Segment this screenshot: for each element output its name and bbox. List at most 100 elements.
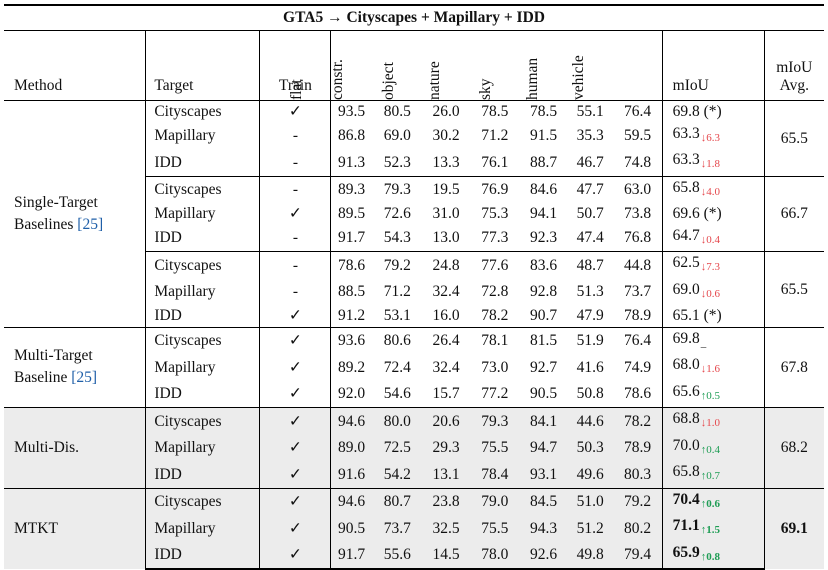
value-cell: 69.0: [383, 127, 411, 144]
target-cell: Cityscapes: [145, 326, 260, 354]
table-row: Mapillary ✓ 89.0 72.5 29.3 75.5 94.7 50.3 78.9 70…: [4, 434, 824, 461]
train-cell: ✓: [259, 541, 331, 570]
train-cell: ✓: [259, 461, 331, 488]
value-cell: 91.5: [530, 127, 558, 144]
train-cell: ✓: [259, 434, 331, 461]
miou-value: 71.1: [672, 517, 700, 534]
train-cell: ✓: [259, 354, 331, 381]
value-cell: 76.1: [481, 153, 509, 171]
value-cell: 78.4: [469, 461, 521, 488]
value-cell: 91.3: [330, 149, 372, 176]
value-cell: 74.9: [623, 358, 652, 376]
value-cell: 76.4: [613, 326, 663, 354]
miou-delta-up: ↑0.8: [700, 550, 721, 563]
miou-delta-down: ↓7.3: [700, 261, 721, 273]
value-cell: 55.1: [566, 100, 614, 123]
value-cell: 31.0: [432, 205, 460, 222]
table-row: IDD ✓ 91.6 54.2 13.1 78.4 93.1 49.6 80.3 65.8↑0.7: [4, 461, 824, 488]
table-title: GTA5 → Cityscapes + Mapillary + IDD: [4, 4, 824, 31]
miou-value: 69.8: [672, 103, 700, 120]
value-cell: 78.1: [469, 326, 521, 354]
value-cell: 90.5: [330, 515, 372, 542]
miou-avg-cell: 65.5: [763, 251, 824, 327]
value-cell: 50.7: [576, 205, 604, 222]
value-cell: 93.6: [330, 326, 372, 354]
value-cell: 44.6: [566, 407, 614, 435]
miou-cell: 62.5↓7.3: [661, 251, 765, 279]
value-cell: 26.0: [422, 100, 470, 123]
value-cell: 91.6: [330, 461, 372, 488]
miou-cell: 71.1↑1.5: [661, 515, 765, 542]
train-cell: -: [259, 278, 331, 305]
miou-cell: 69.8 (*): [661, 100, 765, 123]
target-cell: IDD: [145, 541, 260, 570]
value-cell: 75.5: [469, 515, 521, 542]
train-cell: ✓: [259, 100, 331, 123]
miou-delta-up: ↑0.6: [700, 497, 721, 510]
target-cell: IDD: [145, 224, 260, 252]
value-cell: 15.7: [432, 385, 460, 402]
miou-delta-down: ↓1.0: [700, 417, 721, 429]
value-cell: 32.4: [432, 283, 460, 300]
value-cell: 35.3: [576, 127, 604, 144]
target-cell: IDD: [145, 380, 260, 408]
value-cell: 32.5: [422, 515, 470, 542]
value-cell: 79.2: [371, 251, 423, 279]
miou-value: 70.4: [672, 490, 700, 508]
miou-avg-cell: 66.7: [763, 175, 824, 252]
target-cell: Mapillary: [145, 354, 260, 381]
table-row: Cityscapes -89.3 79.3 19.5 76.9 84.6 47.7 63.0 6…: [4, 175, 824, 252]
value-cell: 13.0: [432, 229, 460, 246]
header-method: Method: [14, 77, 63, 94]
value-cell: 88.5: [330, 278, 372, 305]
value-cell: 73.8: [623, 205, 652, 222]
value-cell: 86.8: [330, 122, 372, 149]
value-cell: 89.2: [330, 354, 372, 381]
value-cell: 91.7: [330, 224, 372, 252]
value-cell: 51.2: [566, 515, 614, 542]
value-cell: 72.5: [371, 434, 423, 461]
target-cell: Mapillary: [145, 278, 260, 305]
value-cell: 78.5: [469, 100, 521, 123]
value-cell: 75.3: [481, 205, 509, 222]
value-cell: 94.1: [530, 205, 558, 222]
value-cell: 59.5: [623, 127, 652, 144]
miou-delta-up: ↑0.4: [700, 443, 721, 456]
method-cell: Multi-Dis.: [4, 407, 146, 488]
value-cell: 78.2: [481, 307, 509, 324]
table-row: Mapillary ✓ 89.2 72.4 32.4 73.0 92.7 41.6 74.9 68…: [4, 354, 824, 381]
value-cell: 89.5: [330, 203, 372, 225]
value-cell: 94.7: [520, 434, 567, 461]
value-cell: 13.3: [432, 153, 460, 171]
value-cell: 78.5: [520, 100, 567, 123]
value-cell: 16.0: [432, 307, 460, 324]
value-cell: 92.0: [330, 380, 372, 408]
value-cell: 73.0: [481, 358, 509, 376]
train-cell: ✓: [259, 407, 331, 435]
value-cell: 84.1: [520, 407, 567, 435]
miou-value: 63.3: [672, 151, 700, 168]
miou-delta-down: ↓0.6: [700, 287, 721, 300]
miou-cell: 68.8↓1.0: [661, 407, 765, 435]
train-cell: -: [259, 224, 331, 252]
miou-delta-down: ↓6.3: [700, 131, 721, 144]
miou-value: 65.9: [672, 543, 700, 561]
header-class-flat: flat: [288, 30, 372, 101]
train-cell: -: [259, 149, 331, 176]
value-cell: 76.4: [613, 100, 663, 123]
miou-cell: 65.9↑0.8: [661, 541, 765, 570]
value-cell: 78.0: [469, 541, 521, 570]
value-cell: 93.1: [520, 461, 567, 488]
value-cell: 51.9: [566, 326, 614, 354]
results-table-figure: GTA5 → Cityscapes + Mapillary + IDD Meth…: [4, 4, 824, 570]
value-cell: 94.6: [330, 407, 372, 435]
value-cell: 63.0: [613, 175, 663, 203]
miou-star: (*): [703, 307, 722, 324]
train-cell: ✓: [259, 305, 331, 327]
miou-delta-up: ↑0.5: [700, 389, 721, 402]
value-cell: 26.4: [422, 326, 470, 354]
value-cell: 80.6: [371, 326, 423, 354]
header-class-vehicle: vehicle: [570, 31, 662, 101]
table-row: IDD ✓ 92.0 54.6 15.7 77.2 90.5 50.8 78.6 65.6↑0.5: [4, 380, 824, 408]
miou-avg-cell: 67.8: [763, 326, 824, 408]
